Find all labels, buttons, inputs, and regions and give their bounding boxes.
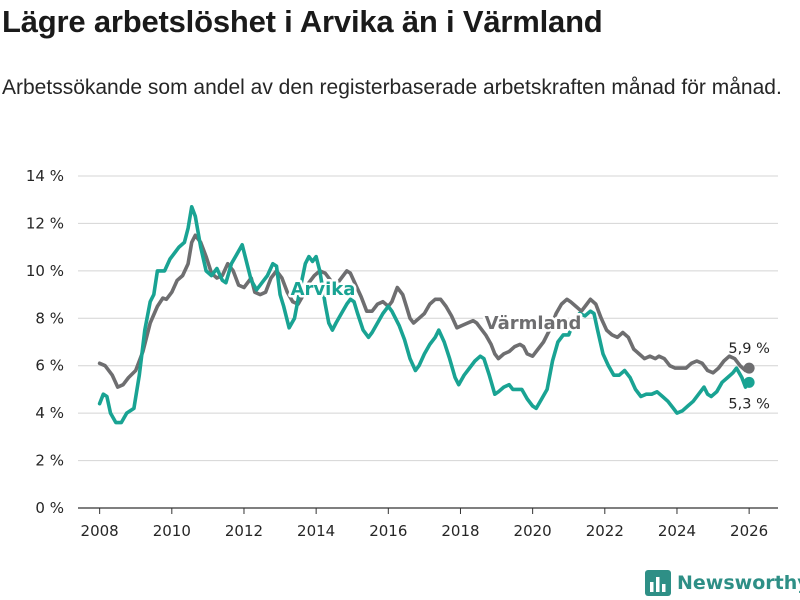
- y-tick-label: 2 %: [35, 452, 64, 470]
- newsworthy-logo-icon: [645, 570, 671, 596]
- x-tick-label: 2022: [586, 522, 624, 540]
- y-tick-label: 8 %: [35, 309, 64, 327]
- y-tick-label: 12 %: [26, 214, 64, 232]
- x-tick-label: 2008: [81, 522, 119, 540]
- x-tick-label: 2018: [441, 522, 479, 540]
- brand-name: Newsworthy: [677, 572, 800, 594]
- y-tick-label: 0 %: [35, 499, 64, 517]
- end-marker-arvika: [743, 376, 755, 388]
- end-marker-varmland: [743, 362, 755, 374]
- x-tick-label: 2012: [225, 522, 263, 540]
- series-label-varmland: Värmland: [485, 313, 582, 334]
- x-tick-label: 2010: [153, 522, 191, 540]
- series-line-arvika: [97, 205, 751, 425]
- x-tick-label: 2014: [297, 522, 335, 540]
- x-tick-label: 2016: [369, 522, 407, 540]
- end-value-label-arvika: 5,3 %: [728, 396, 769, 412]
- y-tick-label: 4 %: [35, 404, 64, 422]
- end-value-label-varmland: 5,9 %: [728, 341, 769, 357]
- chart-title: Lägre arbetslöshet i Arvika än i Värmlan…: [2, 4, 603, 39]
- chart-subtitle: Arbetssökande som andel av den registerb…: [2, 76, 782, 99]
- x-tick-label: 2024: [658, 522, 696, 540]
- y-tick-label: 10 %: [26, 262, 64, 280]
- x-tick-label: 2020: [514, 522, 552, 540]
- series-line-varmland: [97, 233, 751, 389]
- x-tick-label: 2026: [730, 522, 768, 540]
- series-label-arvika: Arvika: [291, 279, 356, 300]
- brand-logo: Newsworthy: [645, 567, 800, 599]
- series-label-halo-arvika: Arvika: [291, 279, 356, 300]
- y-tick-label: 6 %: [35, 357, 64, 375]
- series-label-halo-varmland: Värmland: [485, 313, 582, 334]
- y-tick-label: 14 %: [26, 167, 64, 185]
